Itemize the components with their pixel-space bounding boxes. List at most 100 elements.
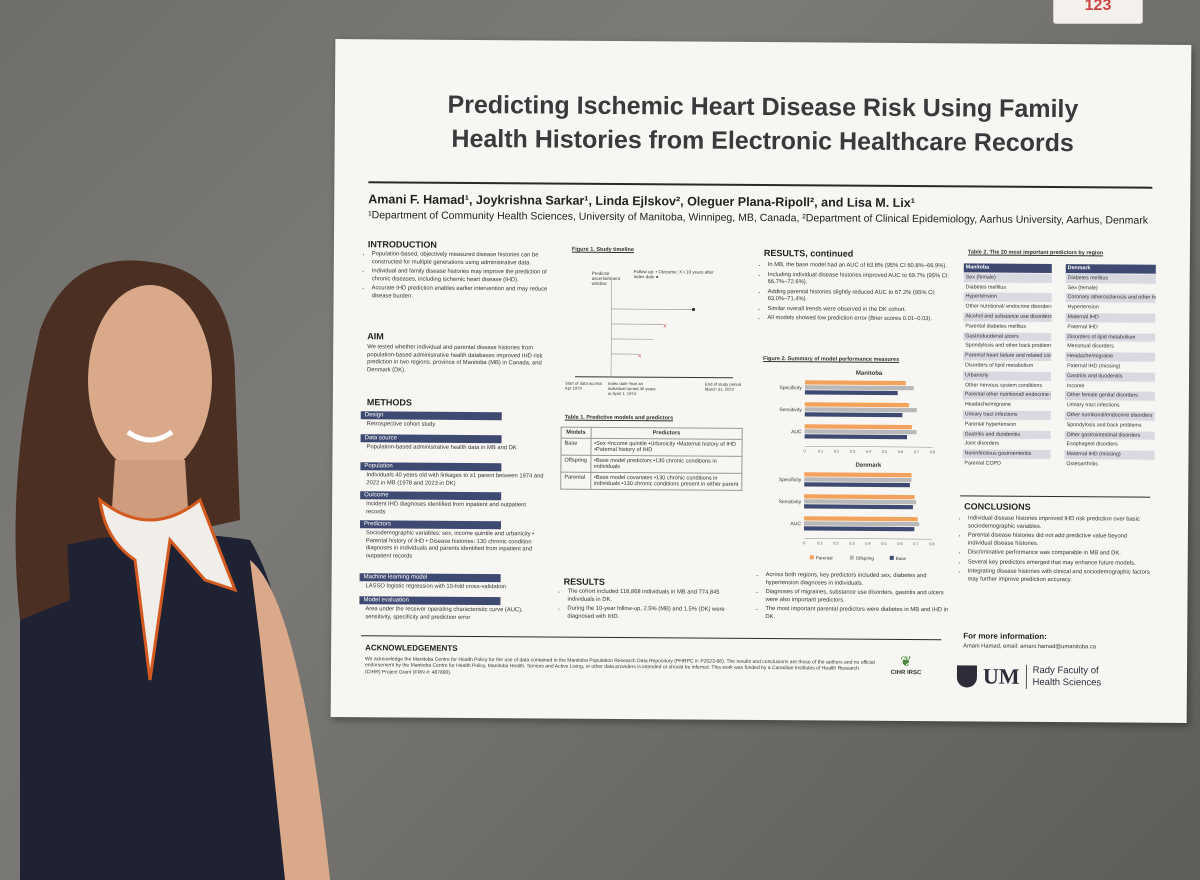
category-label: Sensitivity	[779, 407, 802, 413]
predictor-item: Esophageal disorders	[1064, 440, 1155, 451]
methods-predictors-text: Sociodemographic variables: sex, income …	[365, 530, 535, 560]
category-label: AUC	[791, 429, 802, 435]
manitoba-predictors-list: Manitoba Sex (female) Diabetes mellitus Hyp…	[962, 263, 1052, 470]
bar-base	[804, 412, 903, 418]
bar-offspring	[804, 499, 917, 505]
presenter-photo	[15, 260, 330, 880]
timeline-label-followup: Follow up: • Outcome: X • 10 years after…	[633, 269, 714, 280]
timeline-label-end: End of study period March 31, 2022	[704, 381, 742, 392]
x-tick-label: 0.8	[930, 450, 935, 454]
predictor-item: Hypertension	[963, 292, 1052, 304]
bar-base	[804, 434, 908, 440]
predictor-item: Parental hypertension	[962, 420, 1051, 431]
table-row: Base •Sex •Income quintile •Urbanicity •M…	[560, 438, 743, 457]
bar-offspring	[804, 385, 914, 391]
x-tick-label: 0.8	[929, 542, 934, 546]
x-tick-label: 0	[803, 541, 805, 545]
predictor-item: Diabetes mellitus	[1065, 273, 1156, 285]
x-tick-label: 0.4	[865, 542, 870, 546]
predictor-item: Other nervous system conditions	[962, 380, 1052, 392]
predictor-item: Maternal IHD	[1065, 313, 1156, 324]
predictor-item: Gastritis and duodenitis	[962, 429, 1051, 441]
methods-outcome-text: Incident IHD diagnoses identified from i…	[366, 501, 526, 515]
predictor-item: Alcohol and substance use disorders	[963, 312, 1052, 323]
table1-predictors: •Sex •Income quintile •Urbanicity •Mater…	[590, 438, 743, 457]
predictor-item: Other female genital disorders	[1064, 391, 1155, 402]
x-tick-label: 0.4	[866, 450, 871, 454]
acknowledgements-text: We acknowledge the Manitoba Centre for H…	[364, 656, 875, 676]
x-tick-label: 0.2	[834, 450, 839, 454]
predictor-item: Diabetes mellitus	[963, 283, 1052, 294]
table1-predictors: •Base model predictors •130 chronic cond…	[590, 455, 742, 474]
more-info-heading: For more information:	[963, 631, 1047, 642]
results-heading: RESULTS	[563, 576, 605, 587]
bar-offspring	[803, 521, 920, 527]
bar-parental	[804, 402, 909, 408]
predictor-item: Urinary tract infections	[1064, 401, 1155, 412]
x-tick-label: 0.1	[817, 541, 822, 545]
bar-offspring	[804, 477, 912, 483]
bar-parental	[804, 380, 906, 386]
predictor-item: Income	[1064, 381, 1156, 393]
predictor-list-header: Manitoba	[963, 263, 1052, 274]
legend-swatch	[849, 555, 854, 560]
predictor-item: Menstrual disorders	[1065, 342, 1156, 353]
bar-parental	[804, 424, 912, 430]
um-logo: UM Rady Faculty of Health Sciences	[956, 663, 1129, 690]
table-row: Parental •Base model covariates •130 chro…	[560, 472, 742, 491]
predictor-item: Sex (female)	[1065, 283, 1156, 295]
poster-title: Predicting Ischemic Heart Disease Risk U…	[447, 90, 1079, 158]
aim-heading: AIM	[367, 331, 384, 342]
introduction-text: Population-based, objectively measured d…	[364, 251, 549, 303]
affiliations: ¹Department of Community Health Sciences…	[368, 209, 1149, 227]
methods-predictors-head: Predictors	[359, 520, 502, 530]
x-tick-label: 0.5	[881, 542, 886, 546]
arm	[250, 560, 330, 880]
x-tick-label: 0.2	[833, 542, 838, 546]
predictive-models-table: Models Predictors Base •Sex •Income quinti…	[560, 427, 743, 491]
results-text: The cohort included 118,868 individuals …	[559, 589, 739, 624]
predictor-item: Other nutritional/ endocrine disorders	[963, 302, 1052, 314]
predictor-item: Noninfectious gastroenteritis	[962, 449, 1051, 460]
predictor-item: Parental diabetes mellitus	[963, 322, 1052, 333]
methods-data-source-head: Data source	[360, 434, 502, 444]
bar-offspring	[804, 407, 917, 413]
bar-parental	[804, 472, 912, 478]
predictor-item: Paternal IHD	[1065, 322, 1156, 334]
methods-ml-text: LASSO logistic regression with 10-fold c…	[365, 583, 507, 591]
acknowledgements-heading: ACKNOWLEDGEMENTS	[365, 643, 458, 653]
predictor-item: Gastroduodenal ulcers	[963, 331, 1052, 343]
smile	[126, 429, 174, 443]
bar-base	[803, 526, 915, 532]
results-predictors-text: Across both regions, key predictors incl…	[757, 572, 949, 624]
more-info-text: Amani Hamad, email: amani.hamad@umanitob…	[963, 643, 1097, 651]
timeline-label-start: Start of data access Apr 1970	[564, 380, 603, 391]
predictor-item: Other gastrointestinal disorders	[1064, 430, 1155, 442]
svg-text:x: x	[638, 353, 641, 359]
x-axis	[803, 538, 932, 540]
x-tick-label: 0.3	[849, 542, 854, 546]
predictor-item: Spondylosis and other back problems	[963, 341, 1052, 353]
results-continued-heading: RESULTS, continued	[763, 248, 854, 259]
research-poster: Predicting Ischemic Heart Disease Risk U…	[330, 39, 1192, 723]
methods-eval-head: Model evaluation	[359, 596, 501, 606]
bison-shield-icon	[956, 665, 978, 688]
predictor-item: Osteoarthritis	[1064, 460, 1155, 471]
predictor-item: Disorders of lipid metabolism	[963, 361, 1052, 372]
title-divider	[368, 181, 1153, 189]
timeline-label-window: Predictor ascertainment window	[591, 270, 620, 286]
conclusions-heading: CONCLUSIONS	[964, 501, 1031, 512]
x-axis	[804, 446, 933, 448]
conclusions-text: Individual disease histories improved IH…	[960, 515, 1152, 586]
face	[88, 285, 212, 475]
methods-outcome-head: Outcome	[360, 491, 502, 501]
x-tick-label: 0.5	[882, 450, 887, 454]
legend-label: Offspring	[856, 556, 875, 561]
methods-population-head: Population	[360, 462, 502, 472]
methods-ml-head: Machine learning model	[359, 573, 501, 583]
predictor-item: Urbanicity	[963, 371, 1052, 382]
predictor-item: Parental other nutritional/ endocrine di…	[962, 390, 1051, 402]
figure1-caption: Figure 1. Study timeline	[571, 246, 634, 254]
bar-base	[804, 482, 910, 488]
predictor-item: Urinary tract infections	[962, 410, 1051, 421]
